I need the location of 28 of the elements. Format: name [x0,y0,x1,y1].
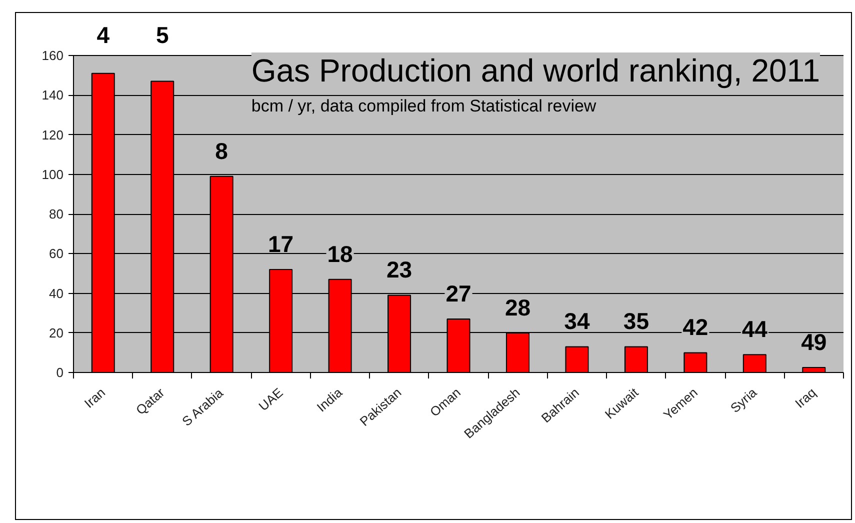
chart-title: Gas Production and world ranking, 2011 [251,52,820,88]
annotation: 17 [268,230,294,257]
annotation: 27 [446,280,472,307]
y-tick-label: 20 [49,325,64,340]
y-tick-label: 120 [42,127,64,142]
annotation: 23 [386,256,412,283]
x-tick-label: India [314,384,346,415]
y-tick-label: 100 [42,166,64,182]
annotation: 44 [742,316,768,342]
annotation: 5 [156,22,169,48]
annotation: 35 [623,308,650,334]
x-tick-label: Syria [727,384,760,416]
y-tick-label: 0 [56,365,64,380]
y-tick-label: 60 [49,246,64,262]
x-tick-label: Iraq [792,384,819,411]
annotation: 8 [215,138,228,164]
annotation: 34 [564,308,590,334]
x-tick-label: Iran [81,384,108,411]
annotation: 49 [801,329,827,356]
y-tick-label: 160 [42,48,64,63]
annotation: 18 [327,240,354,267]
text: bcm / yr, data compiled from Statistical review [251,96,597,116]
annotation: 28 [504,294,531,320]
y-tick-label: 80 [49,206,64,222]
annotation: 42 [682,314,708,340]
y-tick-label: 40 [49,286,64,301]
y-tick-label: 140 [42,88,64,103]
annotation: 4 [96,22,110,48]
